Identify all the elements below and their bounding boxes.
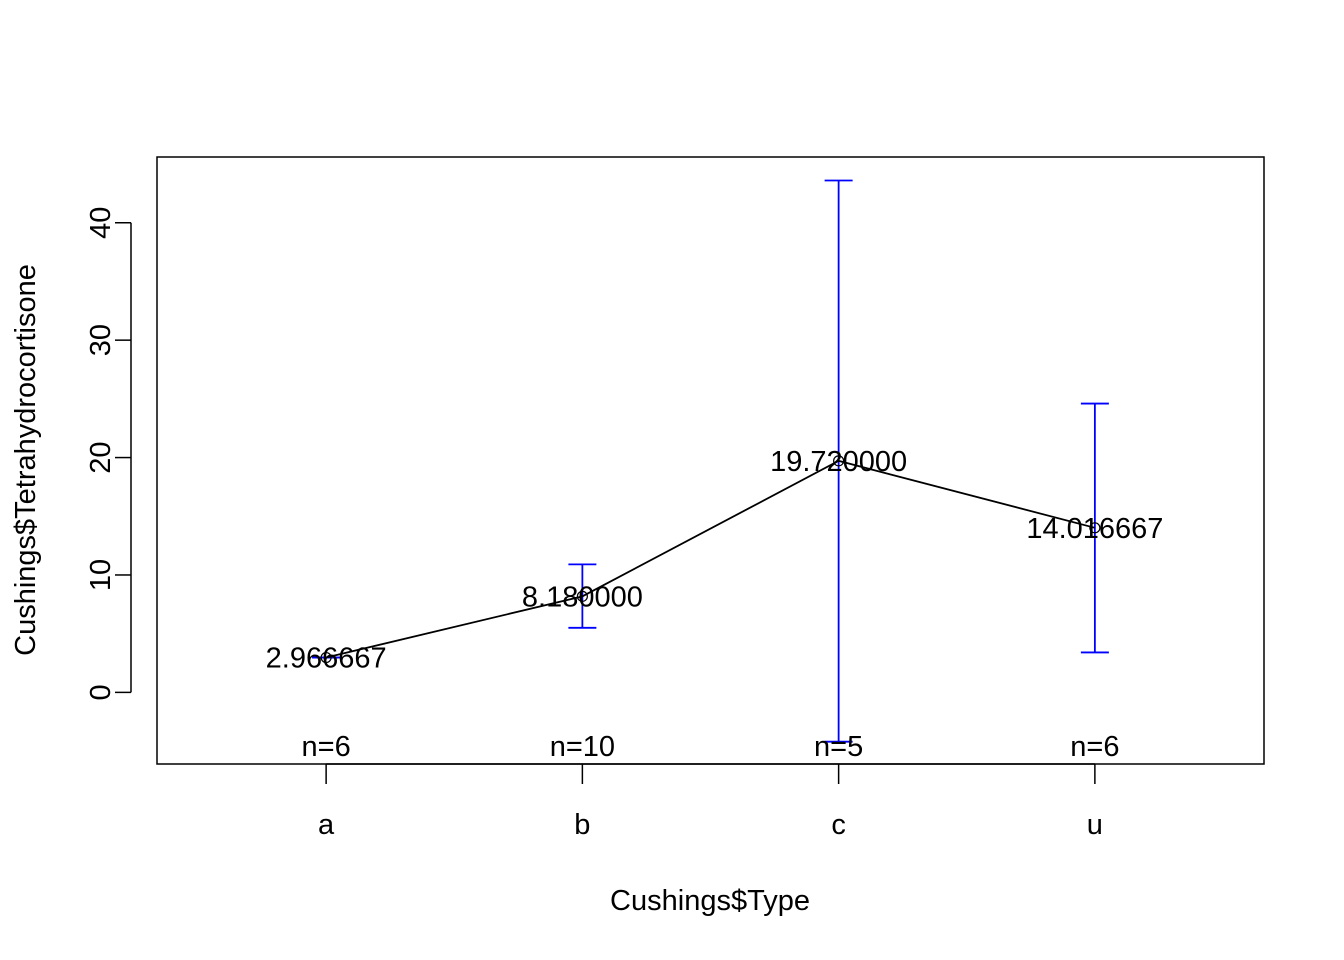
data-point (1089, 522, 1101, 534)
x-axis-title: Cushings$Type (610, 885, 810, 917)
x-tick-label: b (574, 809, 590, 841)
series-line-group (320, 455, 1101, 664)
y-axis-title: Cushings$Tetrahydrocortisone (10, 264, 42, 656)
y-tick-label: 0 (85, 684, 117, 700)
data-point (320, 651, 332, 664)
y-tick-label: 40 (85, 207, 117, 239)
data-point (833, 455, 845, 467)
y-tick-label: 20 (85, 441, 117, 473)
value-label: 8.180000 (522, 581, 643, 613)
y-axis: 0 10 20 30 40 (85, 207, 132, 700)
x-tick-label: u (1087, 809, 1103, 841)
n-label: n=6 (1070, 731, 1119, 763)
value-label: 14.016667 (1026, 513, 1163, 545)
error-bars (312, 179, 1109, 743)
value-label: 19.720000 (770, 446, 907, 478)
y-tick-label: 10 (85, 559, 117, 591)
y-tick-label: 30 (85, 324, 117, 356)
n-label: n=6 (302, 731, 351, 763)
x-tick-label: a (318, 809, 335, 841)
data-point (576, 590, 588, 602)
n-labels: n=6 n=10 n=5 n=6 (302, 731, 1120, 763)
value-label: 2.966667 (266, 643, 387, 675)
n-label: n=5 (814, 731, 863, 763)
series-line (325, 459, 1096, 659)
value-labels: 2.966667 8.180000 19.720000 14.016667 (266, 446, 1164, 675)
x-tick-label: c (831, 809, 846, 841)
n-label: n=10 (550, 731, 615, 763)
